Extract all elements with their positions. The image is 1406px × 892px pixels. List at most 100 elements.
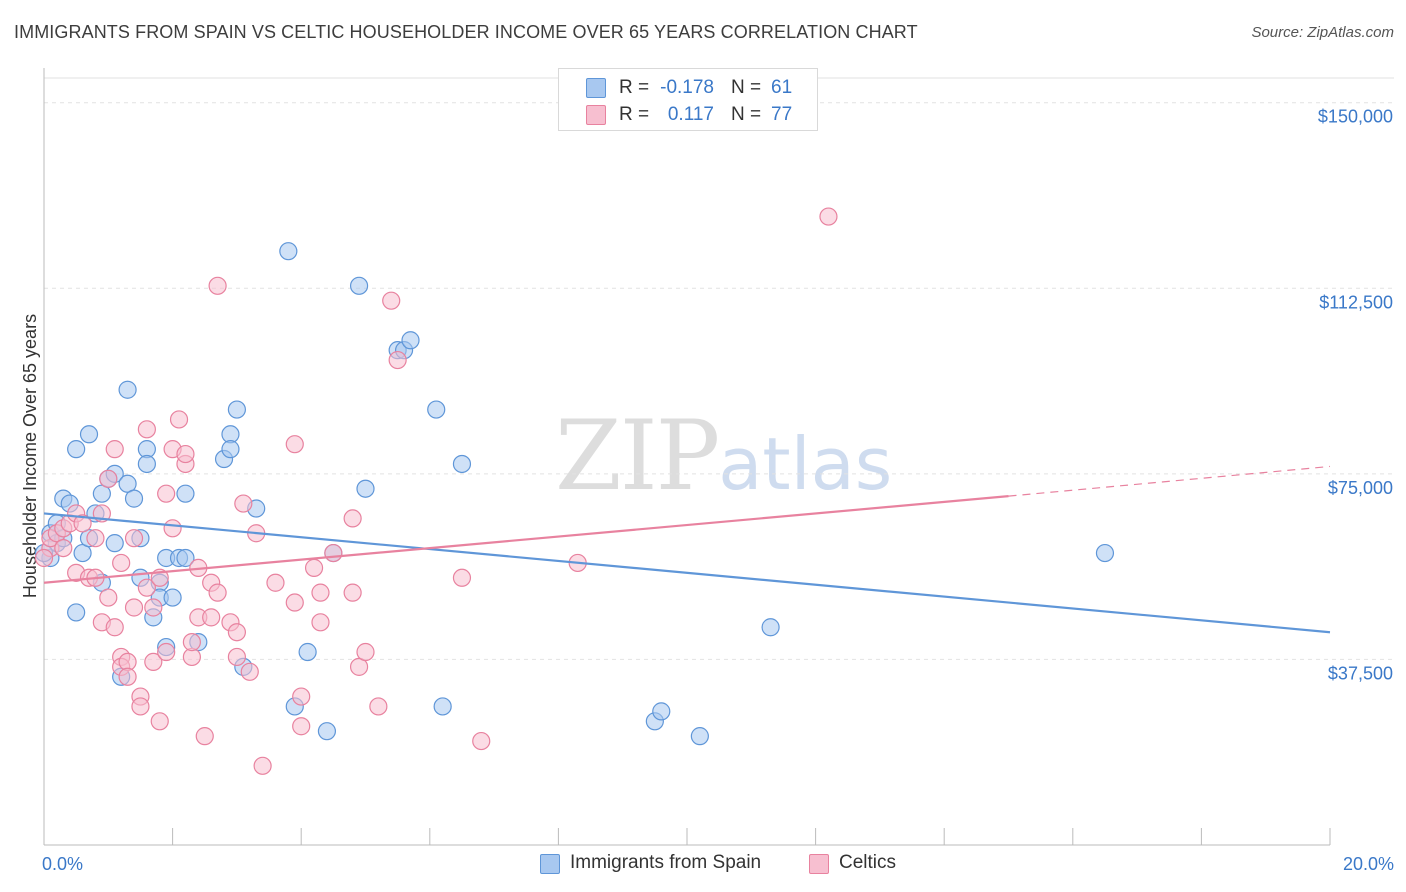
spain-point bbox=[221, 440, 240, 459]
celtics-point bbox=[227, 647, 246, 667]
spain-point bbox=[176, 548, 195, 568]
celtics-point bbox=[285, 593, 304, 612]
celtics-point bbox=[105, 440, 124, 459]
celtics-point bbox=[73, 514, 92, 533]
legend-r-label: R = bbox=[619, 104, 650, 125]
stats-legend: R = -0.178 N = 61 R = 0.117 N = 77 bbox=[558, 68, 818, 131]
spain-point bbox=[124, 489, 144, 508]
celtics-point bbox=[54, 538, 73, 558]
celtics-point bbox=[163, 519, 182, 538]
celtics-point bbox=[208, 583, 227, 602]
y-tick-label: $112,500 bbox=[1319, 292, 1393, 312]
spain-point bbox=[356, 479, 375, 498]
spain-point bbox=[137, 454, 156, 474]
celtics-point bbox=[169, 410, 189, 429]
legend-n-value: 77 bbox=[771, 104, 793, 125]
celtics-point bbox=[150, 712, 169, 731]
watermark-atlas: atlas bbox=[718, 422, 893, 506]
celtics-point bbox=[137, 420, 156, 439]
celtics-point bbox=[369, 697, 388, 716]
celtics-point bbox=[324, 543, 343, 563]
legend-n-label: N = bbox=[731, 77, 762, 98]
series-legend: Immigrants from Spain Celtics bbox=[0, 852, 1406, 878]
legend-r-label: R = bbox=[619, 77, 650, 98]
spain-point bbox=[690, 727, 709, 746]
celtics-point bbox=[452, 568, 472, 587]
legend-row-spain: R = -0.178 N = 61 bbox=[559, 75, 817, 103]
legend-swatch-celtics bbox=[586, 105, 606, 125]
celtics-point bbox=[99, 588, 118, 607]
celtics-point bbox=[105, 618, 124, 637]
celtics-point bbox=[227, 623, 246, 642]
watermark-zip: ZIP bbox=[555, 400, 720, 512]
celtics-point bbox=[131, 697, 150, 716]
spain-point bbox=[401, 331, 420, 350]
spain-point bbox=[176, 484, 195, 503]
y-tick-label: $75,000 bbox=[1328, 478, 1393, 498]
y-axis-label: Householder Income Over 65 years bbox=[20, 314, 40, 598]
spain-point bbox=[349, 276, 369, 295]
celtics-point bbox=[144, 598, 163, 617]
celtics-point bbox=[356, 642, 375, 662]
celtics-point bbox=[292, 717, 311, 736]
celtics-point bbox=[343, 583, 362, 602]
spain-point bbox=[67, 440, 86, 459]
spain-point bbox=[118, 380, 137, 399]
spain-point bbox=[298, 642, 317, 662]
celtics-point bbox=[311, 613, 330, 632]
legend-r-value: -0.178 bbox=[660, 77, 714, 98]
celtics-point bbox=[388, 350, 407, 370]
spain-trend-line bbox=[43, 512, 1331, 634]
celtics-point bbox=[285, 435, 304, 454]
celtics-point bbox=[182, 633, 201, 652]
x-tick-label: 20.0% bbox=[1343, 854, 1394, 874]
celtics-point bbox=[34, 548, 54, 568]
celtics-point bbox=[292, 687, 311, 706]
celtics-point bbox=[819, 207, 838, 226]
celtics-point bbox=[382, 291, 401, 310]
legend-r-value: 0.117 bbox=[667, 104, 714, 125]
celtics-point bbox=[118, 667, 137, 686]
celtics-point bbox=[124, 529, 144, 548]
celtics-point bbox=[234, 494, 253, 513]
spain-point bbox=[163, 588, 182, 607]
spain-point bbox=[279, 242, 298, 261]
spain-point bbox=[227, 400, 246, 419]
spain-point bbox=[652, 702, 671, 721]
celtics-point bbox=[157, 642, 176, 662]
celtics-point bbox=[253, 756, 272, 775]
series-label-celtics: Celtics bbox=[839, 852, 897, 873]
x-tick-label: 0.0% bbox=[42, 854, 83, 874]
spain-point bbox=[79, 425, 99, 444]
celtics-point bbox=[137, 578, 156, 597]
celtics-point bbox=[112, 553, 131, 573]
celtics-trend-extension bbox=[1008, 465, 1331, 497]
celtics-point bbox=[99, 469, 118, 488]
celtics-point bbox=[202, 608, 221, 627]
celtics-point bbox=[311, 583, 330, 602]
legend-n-label: N = bbox=[731, 104, 762, 125]
celtics-point bbox=[124, 598, 144, 617]
legend-n-value: 61 bbox=[771, 77, 793, 98]
source-label: Source: ZipAtlas.com bbox=[1251, 24, 1394, 41]
celtics-point bbox=[195, 727, 214, 746]
legend-swatch-spain bbox=[586, 78, 606, 98]
spain-point bbox=[317, 722, 337, 741]
series-label-spain: Immigrants from Spain bbox=[570, 852, 762, 873]
celtics-trend-line bbox=[43, 495, 1009, 584]
spain-point bbox=[427, 400, 446, 419]
series-swatch-spain bbox=[540, 854, 560, 874]
celtics-point bbox=[472, 731, 491, 751]
celtics-point bbox=[240, 662, 259, 681]
watermark: ZIPatlas bbox=[555, 400, 892, 512]
chart-title: IMMIGRANTS FROM SPAIN VS CELTIC HOUSEHOL… bbox=[14, 22, 918, 42]
celtics-point bbox=[266, 573, 285, 592]
legend-row-celtics: R = 0.117 N = 77 bbox=[559, 102, 817, 130]
y-tick-label: $150,000 bbox=[1318, 107, 1393, 127]
spain-point bbox=[105, 534, 124, 553]
spain-point bbox=[452, 454, 472, 474]
celtics-point bbox=[343, 509, 362, 528]
celtics-point bbox=[157, 484, 176, 503]
celtics-point bbox=[304, 558, 324, 577]
